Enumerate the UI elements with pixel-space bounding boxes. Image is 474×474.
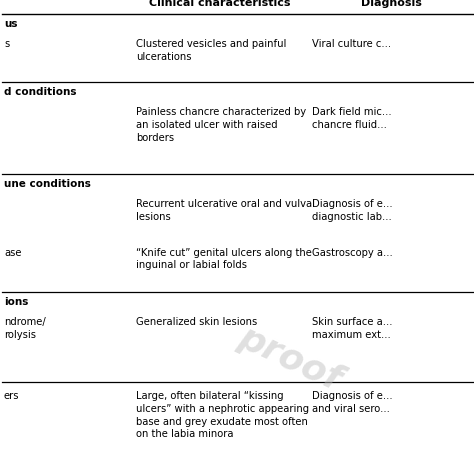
Text: Skin surface a...
maximum ext...: Skin surface a... maximum ext... (312, 317, 392, 340)
Text: Diagnosis of e...
and viral sero...: Diagnosis of e... and viral sero... (312, 391, 392, 414)
Text: Viral culture c...: Viral culture c... (312, 39, 391, 49)
Text: ase: ase (4, 247, 21, 257)
Text: Clinical characteristics: Clinical characteristics (149, 0, 291, 8)
Text: Gastroscopy a...: Gastroscopy a... (312, 247, 393, 257)
Text: “Knife cut” genital ulcers along the
inguinal or labial folds: “Knife cut” genital ulcers along the ing… (136, 247, 312, 270)
Text: Painless chancre characterized by
an isolated ulcer with raised
borders: Painless chancre characterized by an iso… (136, 107, 306, 143)
Text: Dark field mic...
chancre fluid...: Dark field mic... chancre fluid... (312, 107, 392, 130)
Text: ndrome/
rolysis: ndrome/ rolysis (4, 317, 46, 340)
Text: Diagnosis of e...
diagnostic lab...: Diagnosis of e... diagnostic lab... (312, 199, 392, 222)
Text: s: s (4, 39, 9, 49)
Text: us: us (4, 19, 18, 29)
Text: Large, often bilateral “kissing
ulcers” with a nephrotic appearing
base and grey: Large, often bilateral “kissing ulcers” … (136, 391, 309, 439)
Text: Clustered vesicles and painful
ulcerations: Clustered vesicles and painful ulceratio… (136, 39, 286, 62)
Text: une conditions: une conditions (4, 179, 91, 189)
Text: Diagnosis: Diagnosis (361, 0, 421, 8)
Text: Recurrent ulcerative oral and vulval
lesions: Recurrent ulcerative oral and vulval les… (136, 199, 315, 222)
Text: d conditions: d conditions (4, 87, 76, 97)
Text: proof: proof (233, 320, 346, 398)
Text: ions: ions (4, 297, 28, 307)
Text: ers: ers (4, 391, 19, 401)
Text: Generalized skin lesions: Generalized skin lesions (136, 317, 257, 327)
